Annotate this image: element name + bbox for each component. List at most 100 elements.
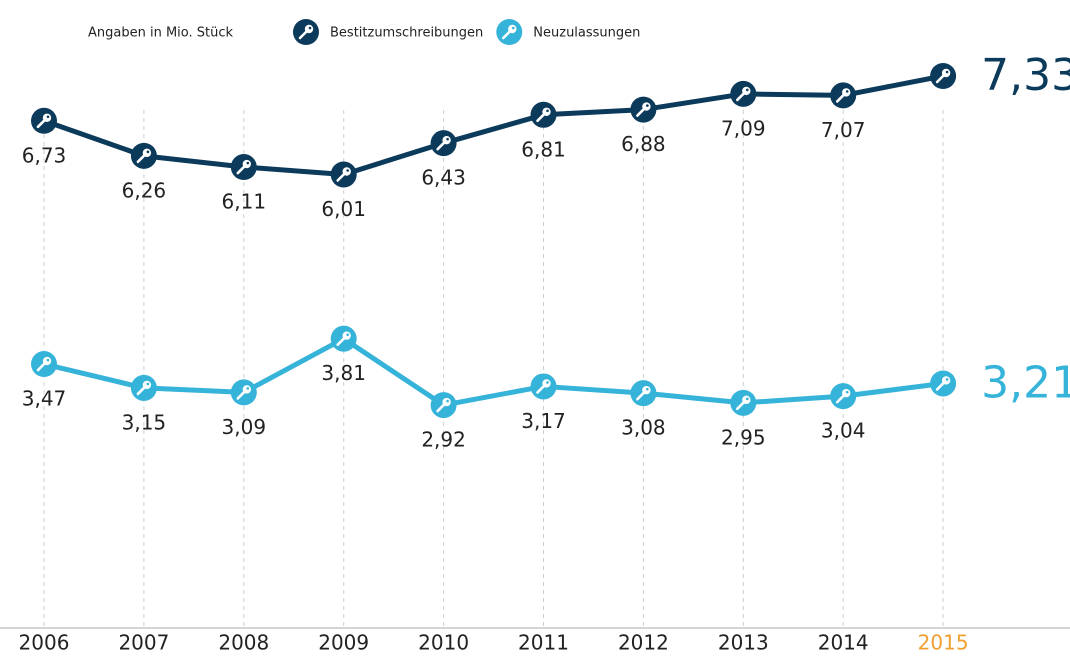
- key-hole: [746, 397, 749, 401]
- marker: [496, 19, 523, 45]
- key-hole: [546, 381, 549, 384]
- marker: [530, 373, 557, 400]
- x-tick-label: 2012: [618, 631, 669, 655]
- legend-label: Bestitzumschreibungen: [330, 26, 483, 41]
- value-label: 6,88: [621, 132, 666, 156]
- value-label: 7,07: [821, 118, 866, 142]
- key-hole: [446, 137, 449, 141]
- key-hole: [246, 387, 250, 390]
- marker: [31, 351, 57, 378]
- key-hole: [546, 109, 549, 113]
- marker: [230, 379, 257, 406]
- key-hole: [346, 333, 350, 336]
- series-line: [43, 336, 944, 408]
- marker: [830, 82, 857, 109]
- key-shaft: [735, 400, 746, 411]
- key-shaft: [501, 29, 512, 40]
- key-hole: [746, 88, 749, 92]
- key-shaft: [935, 73, 946, 84]
- key-shaft: [236, 164, 247, 175]
- marker: [430, 130, 457, 157]
- key-shaft: [536, 112, 546, 123]
- marker: [630, 380, 657, 407]
- key-shaft: [136, 153, 147, 164]
- value-label: 3,15: [122, 410, 167, 434]
- x-tick-label: 2008: [218, 631, 269, 655]
- key-shaft: [336, 336, 347, 346]
- value-label: 6,43: [421, 166, 466, 190]
- marker: [730, 389, 757, 416]
- x-tick-label: 2011: [518, 631, 569, 655]
- marker: [930, 62, 957, 89]
- marker: [230, 154, 257, 181]
- value-label: 6,73: [22, 143, 67, 167]
- marker: [430, 392, 457, 419]
- key-shaft: [36, 361, 47, 372]
- value-label: 7,09: [721, 116, 766, 140]
- legend-label: Neuzulassungen: [533, 26, 640, 41]
- key-shaft: [36, 118, 47, 129]
- marker: [730, 80, 757, 107]
- x-tick-label: 2010: [418, 631, 469, 655]
- key-shaft: [636, 107, 646, 117]
- key-shaft: [935, 381, 946, 391]
- x-tick-label: 2006: [19, 631, 70, 655]
- value-label: 3,08: [621, 416, 666, 440]
- marker: [830, 383, 857, 410]
- key-hole: [46, 358, 50, 362]
- key-shaft: [298, 29, 309, 40]
- key-hole: [646, 104, 649, 107]
- marker: [330, 161, 357, 188]
- key-hole: [446, 399, 449, 403]
- key-shaft: [636, 390, 646, 401]
- key-shaft: [835, 93, 846, 103]
- key-hole: [845, 390, 849, 394]
- value-label: 3,04: [821, 419, 866, 443]
- marker: [293, 19, 319, 45]
- marker: [630, 96, 657, 123]
- marker: [130, 374, 157, 401]
- key-hole: [845, 90, 849, 93]
- value-label: 3,47: [22, 387, 67, 411]
- key-hole: [945, 378, 949, 381]
- value-label: 3,09: [222, 415, 267, 439]
- key-hole: [46, 115, 50, 119]
- x-tick-label: 2014: [818, 631, 869, 655]
- key-hole: [146, 382, 150, 386]
- key-hole: [646, 387, 649, 391]
- key-hole: [308, 26, 312, 30]
- key-shaft: [236, 390, 247, 400]
- value-label: 3,17: [521, 409, 566, 433]
- marker: [31, 107, 57, 134]
- key-shaft: [536, 384, 546, 394]
- x-tick-label: 2009: [318, 631, 369, 655]
- x-tick-label: 2013: [718, 631, 769, 655]
- marker: [330, 325, 357, 352]
- key-shaft: [735, 91, 746, 102]
- value-label: 3,81: [321, 361, 366, 385]
- value-label: 2,95: [721, 425, 766, 449]
- key-shaft: [436, 402, 446, 413]
- value-label: 6,01: [321, 197, 366, 221]
- value-label-highlight: 3,21: [981, 357, 1070, 408]
- value-label: 6,26: [122, 178, 167, 202]
- marker: [930, 370, 957, 397]
- key-hole: [945, 70, 949, 74]
- x-tick-label: 2007: [118, 631, 169, 655]
- value-label: 2,92: [421, 428, 466, 452]
- subtitle: Angaben in Mio. Stück: [88, 26, 234, 41]
- x-tick-label: 2015: [918, 631, 969, 655]
- marker: [130, 142, 157, 169]
- key-shaft: [136, 385, 147, 396]
- value-label-highlight: 7,33: [981, 50, 1070, 101]
- key-hole: [146, 150, 150, 154]
- key-hole: [346, 169, 350, 172]
- series-line: [43, 73, 944, 178]
- marker: [530, 101, 557, 128]
- key-shaft: [436, 140, 446, 151]
- key-shaft: [835, 393, 846, 404]
- key-hole: [511, 26, 515, 30]
- value-label: 6,81: [521, 137, 566, 161]
- key-hole: [246, 161, 250, 165]
